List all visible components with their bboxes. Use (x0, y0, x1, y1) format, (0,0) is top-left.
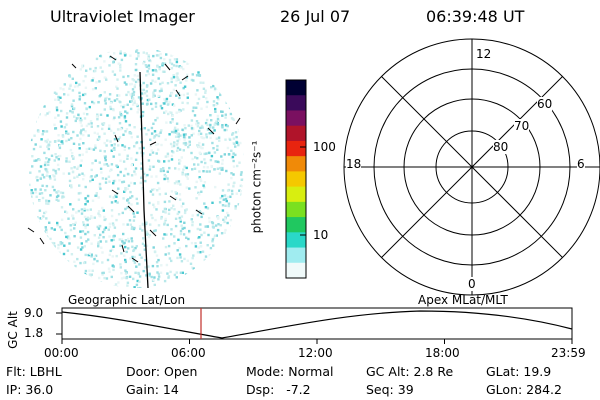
gc-alt-status: GC Alt: 2.8 Re (366, 364, 454, 379)
polar-diagonal-2 (381, 76, 563, 258)
mlt-label-0: 0 (468, 277, 476, 291)
mlat-label-80: 80 (493, 140, 509, 154)
timeline-ticks (56, 312, 573, 344)
y-tick-9: 9.0 (24, 306, 44, 320)
dsp-status: Dsp: -7.2 (246, 382, 311, 397)
x-tick-2359: 23:59 (551, 346, 586, 360)
seq-status: Seq: 39 (366, 382, 414, 397)
colorbar-segment (286, 186, 306, 203)
colorbar-segment (286, 232, 306, 249)
colorbar-segment (286, 201, 306, 218)
door-status: Door: Open (126, 364, 198, 379)
glon-status: GLon: 284.2 (486, 382, 562, 397)
x-tick-0000: 00:00 (44, 346, 79, 360)
colorbar-frame (285, 79, 307, 279)
colorbar-segment (286, 80, 306, 96)
mlt-label-12: 12 (476, 47, 492, 61)
time-label: 06:39:48 UT (426, 7, 525, 26)
colorbar-segment (286, 262, 306, 279)
mlat-label-60: 60 (537, 97, 553, 111)
colorbar-segment (286, 95, 306, 112)
colorbar-segment (286, 140, 306, 157)
mlat-label-70: 70 (514, 119, 530, 133)
mode-status: Mode: Normal (246, 364, 334, 379)
date-label: 26 Jul 07 (280, 7, 351, 26)
colorbar-segment (286, 217, 306, 233)
colorbar-tick-label-10: 10 (313, 228, 329, 242)
filter-status: Flt: LBHL (6, 364, 62, 379)
mlt-label-18: 18 (346, 157, 362, 171)
colorbar-segment (286, 125, 306, 142)
x-tick-1200: 12:00 (298, 346, 333, 360)
colorbar-segment (286, 110, 306, 127)
geographic-title: Geographic Lat/Lon (68, 293, 186, 307)
colorbar-segment (286, 171, 306, 188)
gain-status: Gain: 14 (126, 382, 179, 397)
colorbar-segment (286, 247, 306, 264)
x-tick-1800: 18:00 (425, 346, 460, 360)
ip-status: IP: 36.0 (6, 382, 54, 397)
geographic-grid-fragments (27, 55, 241, 263)
apex-title: Apex MLat/MLT (418, 293, 508, 307)
glat-status: GLat: 19.9 (486, 364, 552, 379)
x-tick-0600: 06:00 (171, 346, 206, 360)
colorbar-tick-label-100: 100 (313, 140, 336, 154)
colorbar-segment (286, 156, 306, 172)
mlt-label-6: 6 (577, 157, 585, 171)
terminator-line (139, 71, 149, 289)
altitude-curve (61, 310, 573, 339)
auroral-emission-field (28, 48, 244, 288)
y-tick-1.8: 1.8 (24, 326, 44, 340)
instrument-title: Ultraviolet Imager (50, 7, 195, 26)
